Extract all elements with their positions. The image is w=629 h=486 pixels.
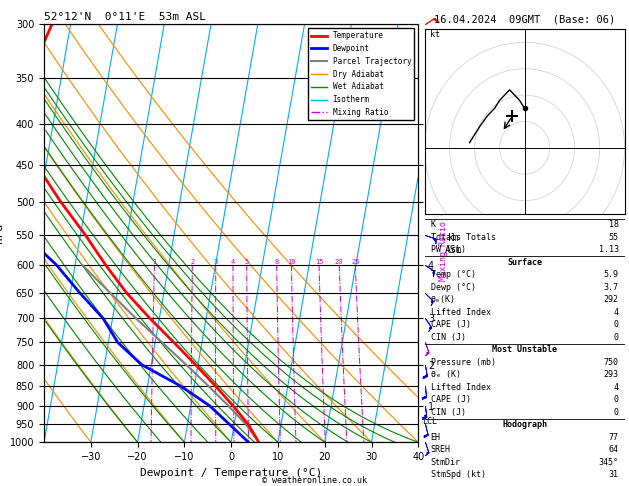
Text: 0: 0 [614,333,618,342]
Text: θₑ(K): θₑ(K) [431,295,455,304]
X-axis label: Dewpoint / Temperature (°C): Dewpoint / Temperature (°C) [140,468,322,478]
Text: 2: 2 [190,259,194,265]
Text: 1.13: 1.13 [599,245,618,255]
Text: 1: 1 [152,259,157,265]
Text: Pressure (mb): Pressure (mb) [431,358,496,367]
Text: CIN (J): CIN (J) [431,333,465,342]
Y-axis label: km
ASL: km ASL [445,233,462,255]
Text: Lifted Index: Lifted Index [431,383,491,392]
Text: 25: 25 [351,259,360,265]
Text: LCL: LCL [423,417,437,426]
Text: SREH: SREH [431,445,450,454]
Text: StmSpd (kt): StmSpd (kt) [431,470,486,479]
Text: 52°12'N  0°11'E  53m ASL: 52°12'N 0°11'E 53m ASL [44,12,206,22]
Text: CIN (J): CIN (J) [431,408,465,417]
Text: 0: 0 [614,396,618,404]
Text: 5: 5 [245,259,249,265]
Text: 15: 15 [314,259,323,265]
Text: 8: 8 [274,259,279,265]
Text: 16.04.2024  09GMT  (Base: 06): 16.04.2024 09GMT (Base: 06) [434,15,615,25]
Text: θₑ (K): θₑ (K) [431,370,460,380]
Y-axis label: hPa: hPa [0,223,4,243]
Text: StmDir: StmDir [431,458,460,467]
Text: © weatheronline.co.uk: © weatheronline.co.uk [262,476,367,485]
Text: 4: 4 [614,308,618,317]
Text: Temp (°C): Temp (°C) [431,270,476,279]
Text: 10: 10 [287,259,296,265]
Text: kt: kt [430,30,440,39]
Text: PW (cm): PW (cm) [431,245,465,255]
Text: 293: 293 [604,370,618,380]
Legend: Temperature, Dewpoint, Parcel Trajectory, Dry Adiabat, Wet Adiabat, Isotherm, Mi: Temperature, Dewpoint, Parcel Trajectory… [308,28,415,120]
Text: 4: 4 [614,383,618,392]
Text: Totals Totals: Totals Totals [431,233,496,242]
Text: 5.9: 5.9 [604,270,618,279]
Text: 3.7: 3.7 [604,283,618,292]
Text: 345°: 345° [599,458,618,467]
Text: 292: 292 [604,295,618,304]
Text: 77: 77 [609,433,618,442]
Text: Lifted Index: Lifted Index [431,308,491,317]
Text: CAPE (J): CAPE (J) [431,396,470,404]
Text: 64: 64 [609,445,618,454]
Text: 20: 20 [335,259,343,265]
Text: 4: 4 [231,259,235,265]
Text: 55: 55 [609,233,618,242]
Text: K: K [431,221,435,229]
Text: Mixing Ratio (g/kg): Mixing Ratio (g/kg) [439,186,448,281]
Text: 3: 3 [214,259,218,265]
Text: Hodograph: Hodograph [502,420,547,430]
Text: Most Unstable: Most Unstable [492,346,557,354]
Text: 31: 31 [609,470,618,479]
Text: CAPE (J): CAPE (J) [431,320,470,330]
Text: Surface: Surface [507,258,542,267]
Text: 750: 750 [604,358,618,367]
Text: 0: 0 [614,408,618,417]
Text: Dewp (°C): Dewp (°C) [431,283,476,292]
Text: EH: EH [431,433,440,442]
Text: 18: 18 [609,221,618,229]
Text: 0: 0 [614,320,618,330]
